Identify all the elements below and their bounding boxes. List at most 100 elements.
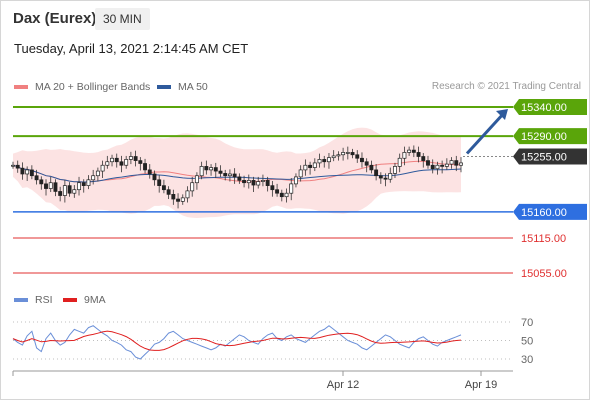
candle-body	[364, 161, 369, 166]
candle-body	[86, 179, 91, 186]
level-tag-text: 15340.00	[521, 102, 567, 114]
level-tag-bg	[513, 99, 587, 115]
candle-body	[237, 176, 242, 181]
candle-body	[260, 180, 265, 182]
timeframe-badge[interactable]: 30 MIN	[95, 8, 150, 30]
candle-body	[246, 180, 251, 184]
candle-body	[110, 157, 114, 163]
ma20-label: MA 20 + Bollinger Bands	[35, 81, 151, 93]
candle-body	[100, 164, 105, 172]
candle-body	[77, 182, 81, 191]
candle-body	[114, 157, 119, 163]
candle-body	[293, 176, 298, 185]
level-tag-text: 15255.00	[521, 152, 567, 164]
candle-body	[426, 160, 430, 166]
candle-body	[388, 173, 393, 180]
candle-body	[190, 182, 195, 192]
candle-body	[218, 170, 223, 174]
candle-body	[58, 191, 63, 196]
candle-body	[213, 167, 218, 172]
candle-body	[459, 162, 463, 166]
research-credit: Research © 2021 Trading Central	[431, 81, 581, 92]
datetime-label: Tuesday, April 13, 2021 2:14:45 AM CET	[14, 41, 249, 56]
level-tag-15290-00: 15290.00	[513, 128, 587, 145]
level-tag-15160-00: 15160.00	[513, 203, 587, 220]
candle-body	[303, 164, 308, 171]
legend-ma50: MA 50	[157, 81, 208, 93]
candle-body	[11, 164, 15, 167]
candle-body	[199, 166, 204, 177]
candle-body	[397, 157, 402, 167]
candle-body	[350, 152, 355, 156]
candle-body	[327, 157, 331, 163]
candle-body	[279, 192, 284, 198]
x-tick-label: Apr 12	[327, 379, 359, 391]
candle-body	[62, 185, 67, 196]
level-tag-text: 15160.00	[521, 207, 567, 219]
candle-body	[378, 175, 383, 179]
candle-body	[223, 173, 228, 177]
candle-body	[322, 159, 327, 163]
legend-ma20: MA 20 + Bollinger Bands	[14, 81, 150, 93]
candle-body	[44, 183, 48, 189]
candle-body	[166, 189, 171, 195]
ma9-swatch	[63, 298, 77, 302]
candle-body	[20, 167, 25, 175]
rsi-tick-label: 70	[521, 317, 533, 329]
candle-body	[256, 181, 261, 186]
candle-body	[161, 185, 166, 191]
candle-body	[105, 161, 110, 166]
candle-body	[194, 175, 199, 184]
candle-body	[402, 152, 407, 159]
candle-body	[119, 161, 124, 166]
candle-body	[308, 164, 313, 168]
bollinger-band	[13, 127, 461, 218]
candle-body	[289, 183, 294, 194]
level-tag-bg	[513, 128, 587, 145]
candle-body	[157, 179, 162, 186]
legend-9ma: 9MA	[63, 294, 106, 306]
candle-body	[180, 197, 185, 202]
candle-body	[95, 170, 100, 177]
candle-body	[143, 163, 147, 171]
level-tag-15340-00: 15340.00	[513, 99, 587, 115]
rsi-tick-label: 30	[521, 354, 533, 366]
candle-body	[449, 160, 454, 165]
candle-body	[138, 160, 143, 164]
candle-body	[227, 173, 232, 177]
candle-body	[48, 182, 53, 189]
candle-body	[265, 180, 270, 186]
candle-body	[81, 182, 86, 186]
candle-body	[53, 182, 58, 192]
rsi-tick-label: 50	[521, 336, 533, 348]
candle-body	[171, 194, 176, 200]
candle-body	[29, 169, 34, 177]
target-arrow-head	[496, 109, 508, 120]
candle-body	[133, 156, 138, 161]
candle-body	[440, 164, 445, 167]
candle-body	[369, 164, 374, 171]
x-tick-label: Apr 19	[465, 379, 497, 391]
legend-rsi: RSI	[14, 294, 53, 306]
candle-body	[34, 175, 39, 181]
candle-body	[411, 149, 416, 153]
level-tag-bg	[513, 203, 587, 220]
candle-body	[147, 169, 152, 175]
level-tag-15255-00: 15255.00	[513, 148, 587, 165]
level-text-15055-00: 15055.00	[521, 268, 567, 280]
rsi-label: RSI	[35, 294, 53, 306]
candle-body	[355, 154, 360, 159]
ma50-label: MA 50	[178, 81, 208, 93]
candle-body	[336, 154, 341, 157]
level-tag-bg	[513, 148, 587, 165]
target-arrow-shaft	[465, 111, 506, 155]
candle-body	[383, 177, 388, 180]
candle-body	[284, 192, 289, 198]
candle-body	[185, 190, 190, 199]
candle-body	[454, 160, 459, 166]
candle-body	[67, 185, 72, 194]
candle-body	[360, 157, 364, 163]
candle-body	[152, 173, 157, 181]
